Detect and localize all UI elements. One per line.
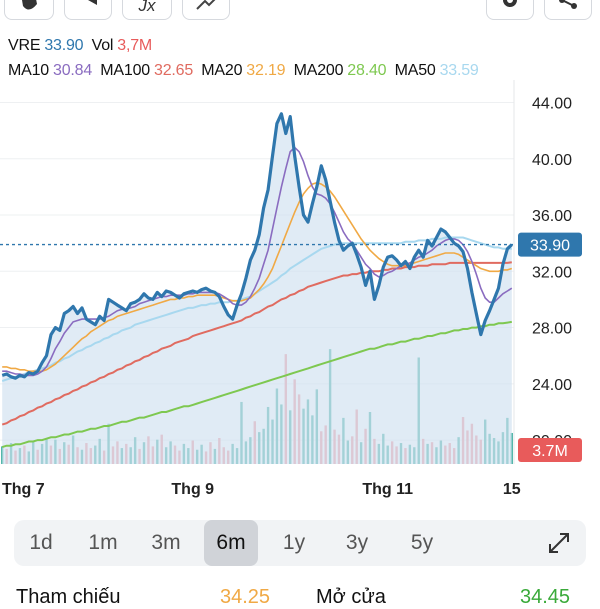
share-button[interactable] [544, 0, 592, 20]
price-line [1, 112, 513, 380]
reference-label: Tham chiếu [16, 586, 121, 608]
ma200-name: MA200 [293, 62, 344, 79]
range-3y-button[interactable]: 3y [345, 531, 369, 554]
y-tick-label: 28.00 [532, 321, 572, 338]
ma200-line [1, 320, 512, 449]
x-tick-label: Thg 11 [362, 481, 413, 498]
ma20-line [2, 181, 513, 372]
range-1d-button[interactable]: 1d [29, 531, 53, 554]
y-tick-label: 24.00 [532, 377, 572, 394]
chart-style-icon [88, 0, 97, 5]
expand-icon [549, 533, 569, 553]
range-1y-button[interactable]: 1y [282, 531, 306, 554]
axis-badges: 33.90 3.7M [518, 232, 582, 462]
fx-icon: Jx [138, 0, 156, 15]
drawing-tool-button[interactable] [4, 0, 54, 20]
ma50-value: 33.59 [439, 62, 479, 79]
volume-badge-text: 3.7M [532, 443, 568, 460]
ma100-name: MA100 [100, 62, 150, 79]
reference-value: 34.25 [220, 586, 271, 608]
ma10-name: MA10 [8, 62, 49, 79]
x-tick-label: Thg 9 [171, 481, 214, 498]
range-5y-button[interactable]: 5y [410, 531, 434, 554]
price-value: 33.90 [44, 37, 84, 54]
trend-arrow-icon [196, 0, 216, 10]
ma50-name: MA50 [394, 62, 436, 79]
range-1m-button[interactable]: 1m [88, 531, 118, 554]
ma20-value: 32.19 [246, 62, 286, 79]
x-tick-label: Thg 7 [2, 481, 45, 498]
last-price-badge-text: 33.90 [530, 238, 570, 255]
fullscreen-button[interactable] [534, 520, 584, 566]
range-3m-button[interactable]: 3m [151, 531, 181, 554]
ma-info-line: MA10 30.84 MA100 32.65 MA20 32.19 MA200 28.4… [8, 62, 483, 80]
y-tick-label: 44.00 [532, 96, 572, 113]
open-label: Mở cửa [316, 586, 386, 608]
y-tick-label: 40.00 [532, 152, 572, 169]
ma20-name: MA20 [201, 62, 243, 79]
chart-type-button[interactable] [64, 0, 112, 20]
range-selector: 1d 1m 3m 6m 1y 3y 5y [14, 520, 586, 566]
settings-button[interactable] [486, 0, 534, 20]
ma200-value: 28.40 [347, 62, 387, 79]
hand-icon [22, 0, 37, 10]
price-info-line: VRE 33.90 Vol 3,7M [8, 37, 156, 55]
ma100-value: 32.65 [154, 62, 194, 79]
range-6m-button[interactable]: 6m [204, 520, 258, 566]
time-axis: Thg 7 Thg 9 Thg 11 15 [2, 481, 521, 498]
share-icon [559, 0, 577, 9]
volume-label: Vol [91, 37, 114, 54]
symbol-label: VRE [8, 37, 41, 54]
x-tick-label: 15 [503, 481, 521, 498]
volume-value: 3,7M [117, 37, 153, 54]
ma100-line [1, 261, 512, 426]
price-area-fill [2, 113, 512, 465]
y-tick-label: 32.00 [532, 264, 572, 281]
open-value: 34.45 [520, 586, 571, 608]
ma10-value: 30.84 [53, 62, 93, 79]
indicators-button[interactable]: Jx [122, 0, 172, 20]
compare-button[interactable] [182, 0, 230, 20]
volume-badge [518, 438, 582, 462]
last-price-badge [518, 232, 582, 257]
gear-icon [503, 0, 517, 7]
y-tick-label: 36.00 [532, 208, 572, 225]
